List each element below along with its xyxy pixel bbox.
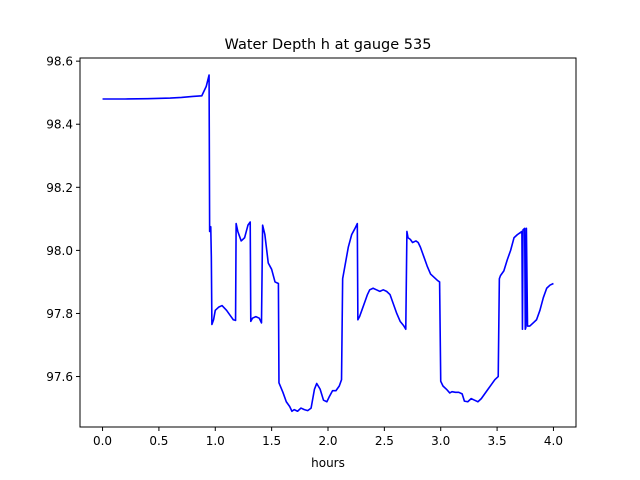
axes-frame xyxy=(79,57,577,428)
y-tick-label: 98.2 xyxy=(46,181,73,195)
x-tick-label: 0.5 xyxy=(149,434,168,448)
x-tick-label: 3.5 xyxy=(488,434,507,448)
y-axis: 97.6 97.8 98.0 98.2 98.4 98.6 xyxy=(46,55,80,384)
x-tick-label: 1.5 xyxy=(262,434,281,448)
y-tick-label: 97.6 xyxy=(46,370,73,384)
x-axis: 0.0 0.5 1.0 1.5 2.0 2.5 3.0 3.5 4.0 xyxy=(93,427,563,448)
x-tick-label: 2.5 xyxy=(375,434,394,448)
x-tick-label: 1.0 xyxy=(206,434,225,448)
x-tick-label: 2.0 xyxy=(318,434,337,448)
x-tick-label: 4.0 xyxy=(544,434,563,448)
series-line-0 xyxy=(102,74,554,413)
y-tick-label: 97.8 xyxy=(46,307,73,321)
x-tick-label: 3.0 xyxy=(431,434,450,448)
x-axis-label: hours xyxy=(311,456,345,470)
plot-area xyxy=(102,74,554,413)
y-tick-label: 98.6 xyxy=(46,55,73,69)
y-tick-label: 98.0 xyxy=(46,244,73,258)
chart-title: Water Depth h at gauge 535 xyxy=(225,37,432,53)
x-tick-label: 0.0 xyxy=(93,434,112,448)
y-tick-label: 98.4 xyxy=(46,118,73,132)
